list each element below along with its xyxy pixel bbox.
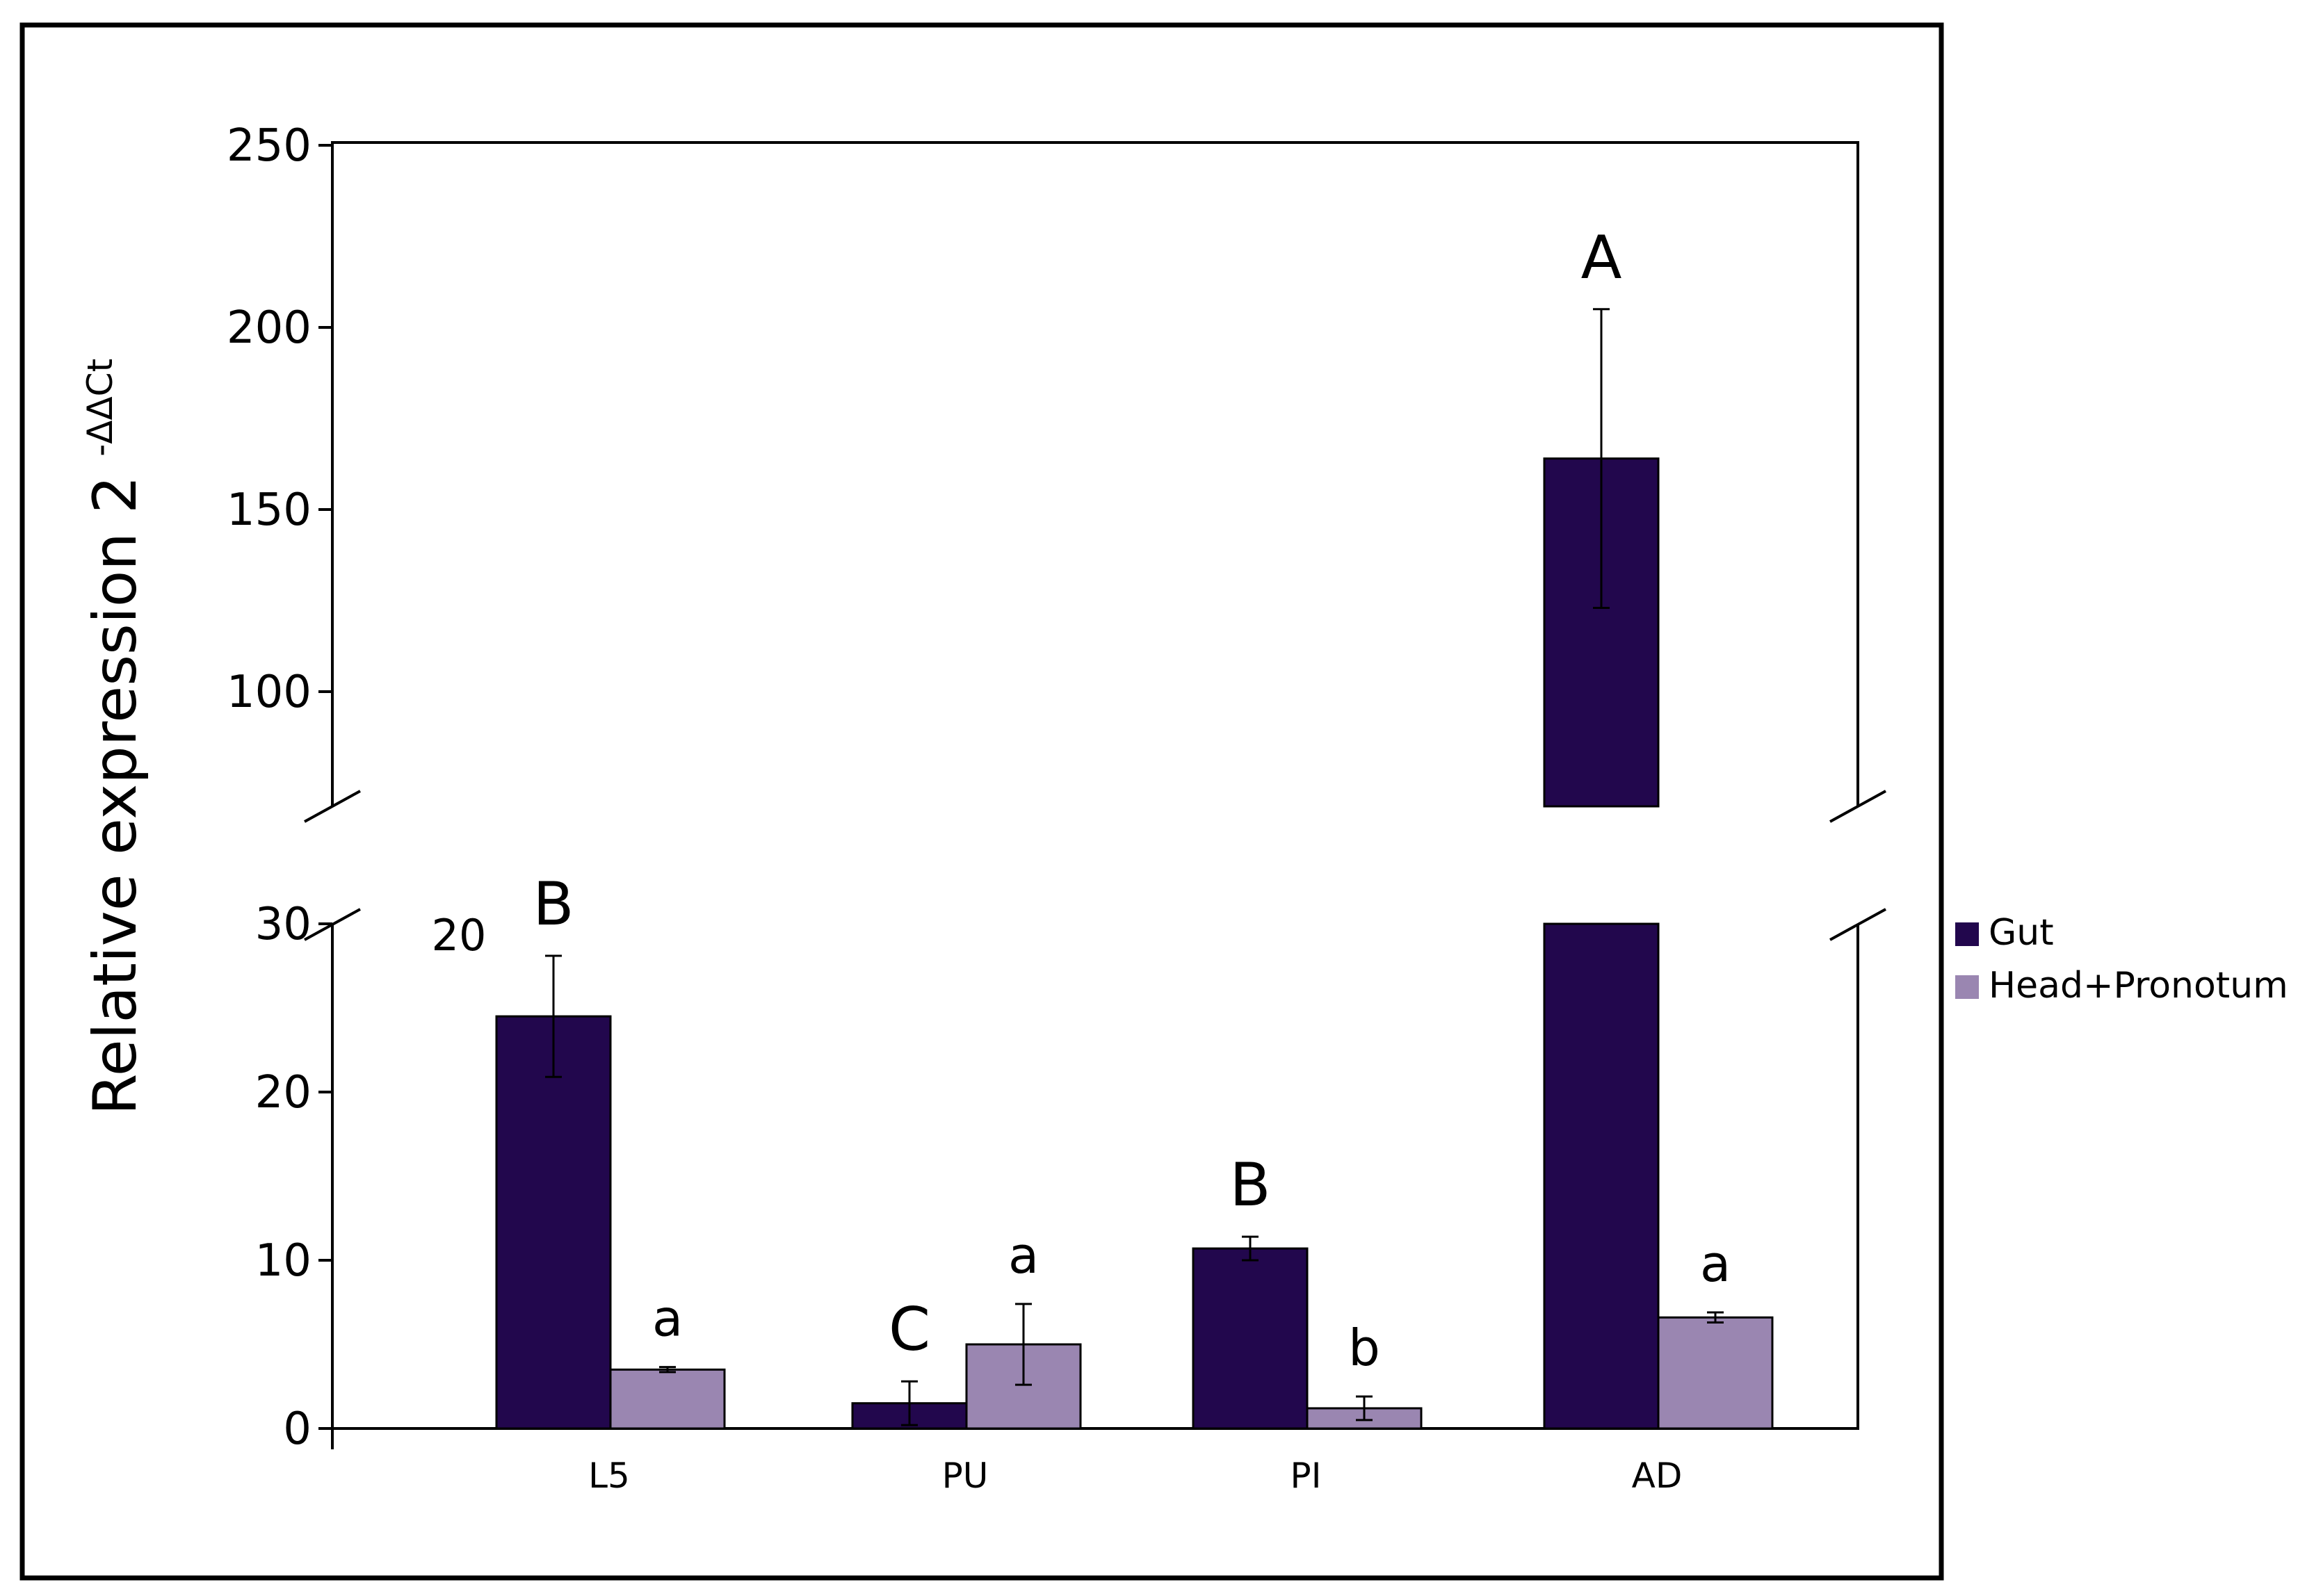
significance-label: B bbox=[533, 870, 574, 939]
x-tick-label: L5 bbox=[588, 1456, 630, 1496]
y-axis-title-superscript: -ΔΔCt bbox=[80, 359, 120, 457]
error-bar bbox=[901, 1380, 918, 1426]
axis-break-mark bbox=[304, 790, 361, 823]
significance-label: C bbox=[889, 1295, 930, 1365]
plot-area-frame bbox=[304, 141, 1886, 1449]
significance-label: A bbox=[1581, 223, 1622, 293]
extra-label: 20 bbox=[432, 910, 487, 961]
bar-gut-ad-lower bbox=[1543, 922, 1660, 1430]
x-tick-label: PI bbox=[1290, 1456, 1322, 1496]
error-bars-group bbox=[545, 308, 1724, 1426]
y-tick-label: 100 bbox=[227, 667, 312, 718]
bar-gut-l5 bbox=[495, 1015, 612, 1430]
x-axis-ticks-group: L5 PU PI AD bbox=[588, 1456, 1682, 1496]
legend-swatch bbox=[1955, 922, 1979, 946]
bar-head-pronotum-pu bbox=[965, 1343, 1082, 1430]
legend: Gut Head+Pronotum bbox=[1955, 912, 2288, 1007]
y-tick-label: 250 bbox=[227, 120, 312, 172]
axis-break-mark bbox=[1829, 908, 1886, 941]
y-tick-label: 150 bbox=[227, 484, 312, 536]
y-axis-title: Relative expression 2 -ΔΔCt bbox=[80, 359, 150, 1115]
error-bar bbox=[659, 1366, 676, 1374]
y-axis-ticks-group: 0 10 20 30 100 150 200 250 bbox=[227, 120, 332, 1455]
bar-head-pronotum-l5 bbox=[609, 1368, 726, 1430]
error-bar bbox=[1015, 1303, 1032, 1386]
x-tick-label: PU bbox=[942, 1456, 989, 1496]
y-tick-label: 200 bbox=[227, 302, 312, 354]
upper-segment-frame bbox=[331, 141, 1859, 806]
bar-gut-pi bbox=[1192, 1247, 1309, 1430]
significance-labels-group: B C B Aa a b a bbox=[533, 223, 1731, 1377]
legend-label: Gut bbox=[1989, 912, 2054, 954]
lower-segment-frame bbox=[331, 925, 1859, 1430]
error-bar bbox=[1356, 1395, 1373, 1422]
error-bar bbox=[1593, 308, 1610, 609]
x-tick-label: AD bbox=[1632, 1456, 1683, 1496]
y-tick-label: 20 bbox=[255, 1067, 312, 1118]
y-tick-label: 30 bbox=[255, 899, 312, 950]
error-bar bbox=[1242, 1235, 1259, 1262]
legend-label: Head+Pronotum bbox=[1989, 965, 2288, 1007]
y-axis-title-main: Relative expression 2 bbox=[81, 475, 150, 1115]
axis-break-mark bbox=[1829, 790, 1886, 823]
significance-label: b bbox=[1348, 1319, 1380, 1377]
error-bar bbox=[1707, 1311, 1724, 1324]
bar-head-pronotum-ad bbox=[1657, 1316, 1774, 1430]
error-bar bbox=[545, 954, 562, 1078]
bars-group bbox=[495, 457, 1774, 1430]
y-tick-label: 0 bbox=[283, 1403, 312, 1455]
significance-label: a bbox=[1700, 1235, 1731, 1293]
y-tick-label: 10 bbox=[255, 1235, 312, 1287]
significance-label: B bbox=[1230, 1150, 1271, 1220]
significance-label: a bbox=[1008, 1226, 1039, 1285]
legend-swatch bbox=[1955, 975, 1979, 999]
significance-label: a bbox=[652, 1289, 683, 1348]
